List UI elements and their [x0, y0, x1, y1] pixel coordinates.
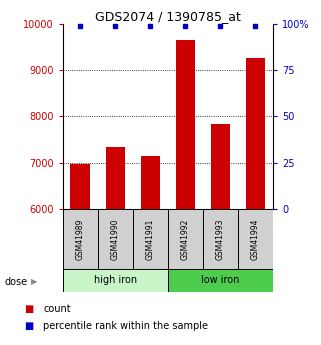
Text: GSM41994: GSM41994: [251, 218, 260, 260]
Bar: [106, 147, 125, 209]
Title: GDS2074 / 1390785_at: GDS2074 / 1390785_at: [95, 10, 241, 23]
Text: GSM41992: GSM41992: [181, 218, 190, 259]
Bar: [71, 164, 90, 209]
Bar: [168, 209, 203, 269]
Text: GSM41990: GSM41990: [111, 218, 120, 260]
Bar: [211, 124, 230, 209]
Text: high iron: high iron: [94, 275, 137, 285]
Text: ■: ■: [24, 304, 33, 314]
Bar: [168, 269, 273, 292]
Bar: [176, 40, 195, 209]
Text: percentile rank within the sample: percentile rank within the sample: [43, 321, 208, 331]
Bar: [238, 209, 273, 269]
Bar: [203, 209, 238, 269]
Bar: [63, 269, 168, 292]
Bar: [246, 58, 265, 209]
Text: GSM41991: GSM41991: [146, 218, 155, 259]
Text: dose: dose: [5, 277, 28, 287]
Bar: [98, 209, 133, 269]
Bar: [133, 209, 168, 269]
Bar: [63, 209, 98, 269]
Text: ■: ■: [24, 321, 33, 331]
Text: GSM41989: GSM41989: [76, 218, 85, 259]
Text: ▶: ▶: [30, 277, 37, 286]
Bar: [141, 156, 160, 209]
Text: count: count: [43, 304, 71, 314]
Text: GSM41993: GSM41993: [216, 218, 225, 260]
Text: low iron: low iron: [201, 275, 239, 285]
